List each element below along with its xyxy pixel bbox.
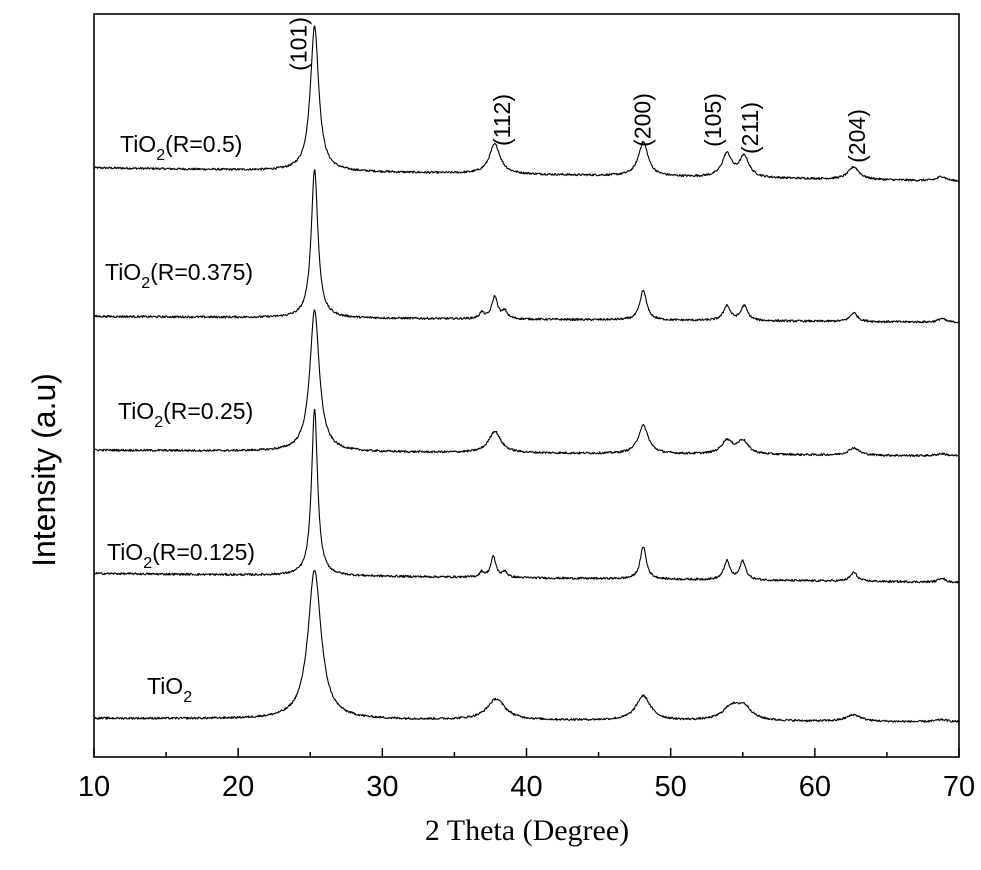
peak-label: (101) — [286, 17, 312, 71]
x-axis-title: 2 Theta (Degree) — [425, 814, 629, 847]
series-group — [93, 25, 960, 724]
series-label: TiO2(R=0.5) — [120, 131, 242, 164]
series-line — [93, 309, 960, 458]
series-line — [93, 408, 960, 584]
x-axis-tick-labels: 10 20 30 40 50 60 70 — [78, 771, 975, 803]
peak-label: (105) — [700, 93, 726, 147]
series-label: TiO2(R=0.375) — [105, 259, 253, 292]
peak-label: (200) — [629, 93, 655, 147]
peak-label: (204) — [844, 109, 870, 163]
x-axis-ticks — [93, 748, 960, 757]
plot-frame — [93, 13, 960, 758]
series-label: TiO2 — [147, 673, 192, 706]
series-label: TiO2(R=0.125) — [107, 539, 255, 572]
x-tick-label: 70 — [943, 771, 975, 803]
peak-label: (211) — [737, 102, 763, 154]
x-tick-label: 10 — [78, 771, 110, 803]
x-tick-label: 60 — [799, 771, 831, 803]
peak-label: (112) — [489, 94, 515, 146]
series-label: TiO2(R=0.25) — [118, 398, 253, 431]
y-axis-title: Intensity (a.u) — [26, 373, 62, 567]
x-tick-label: 30 — [366, 771, 398, 803]
x-tick-label: 50 — [655, 771, 687, 803]
x-tick-label: 20 — [222, 771, 254, 803]
series-line — [93, 25, 960, 182]
peak-annotations: (101) (112) (200) (105) (211) (204) — [286, 17, 870, 163]
series-line — [93, 169, 960, 324]
x-tick-label: 40 — [510, 771, 542, 803]
series-labels: TiO2(R=0.5) TiO2(R=0.375) TiO2(R=0.25) TiO2… — [105, 131, 255, 706]
series-line — [93, 569, 960, 724]
